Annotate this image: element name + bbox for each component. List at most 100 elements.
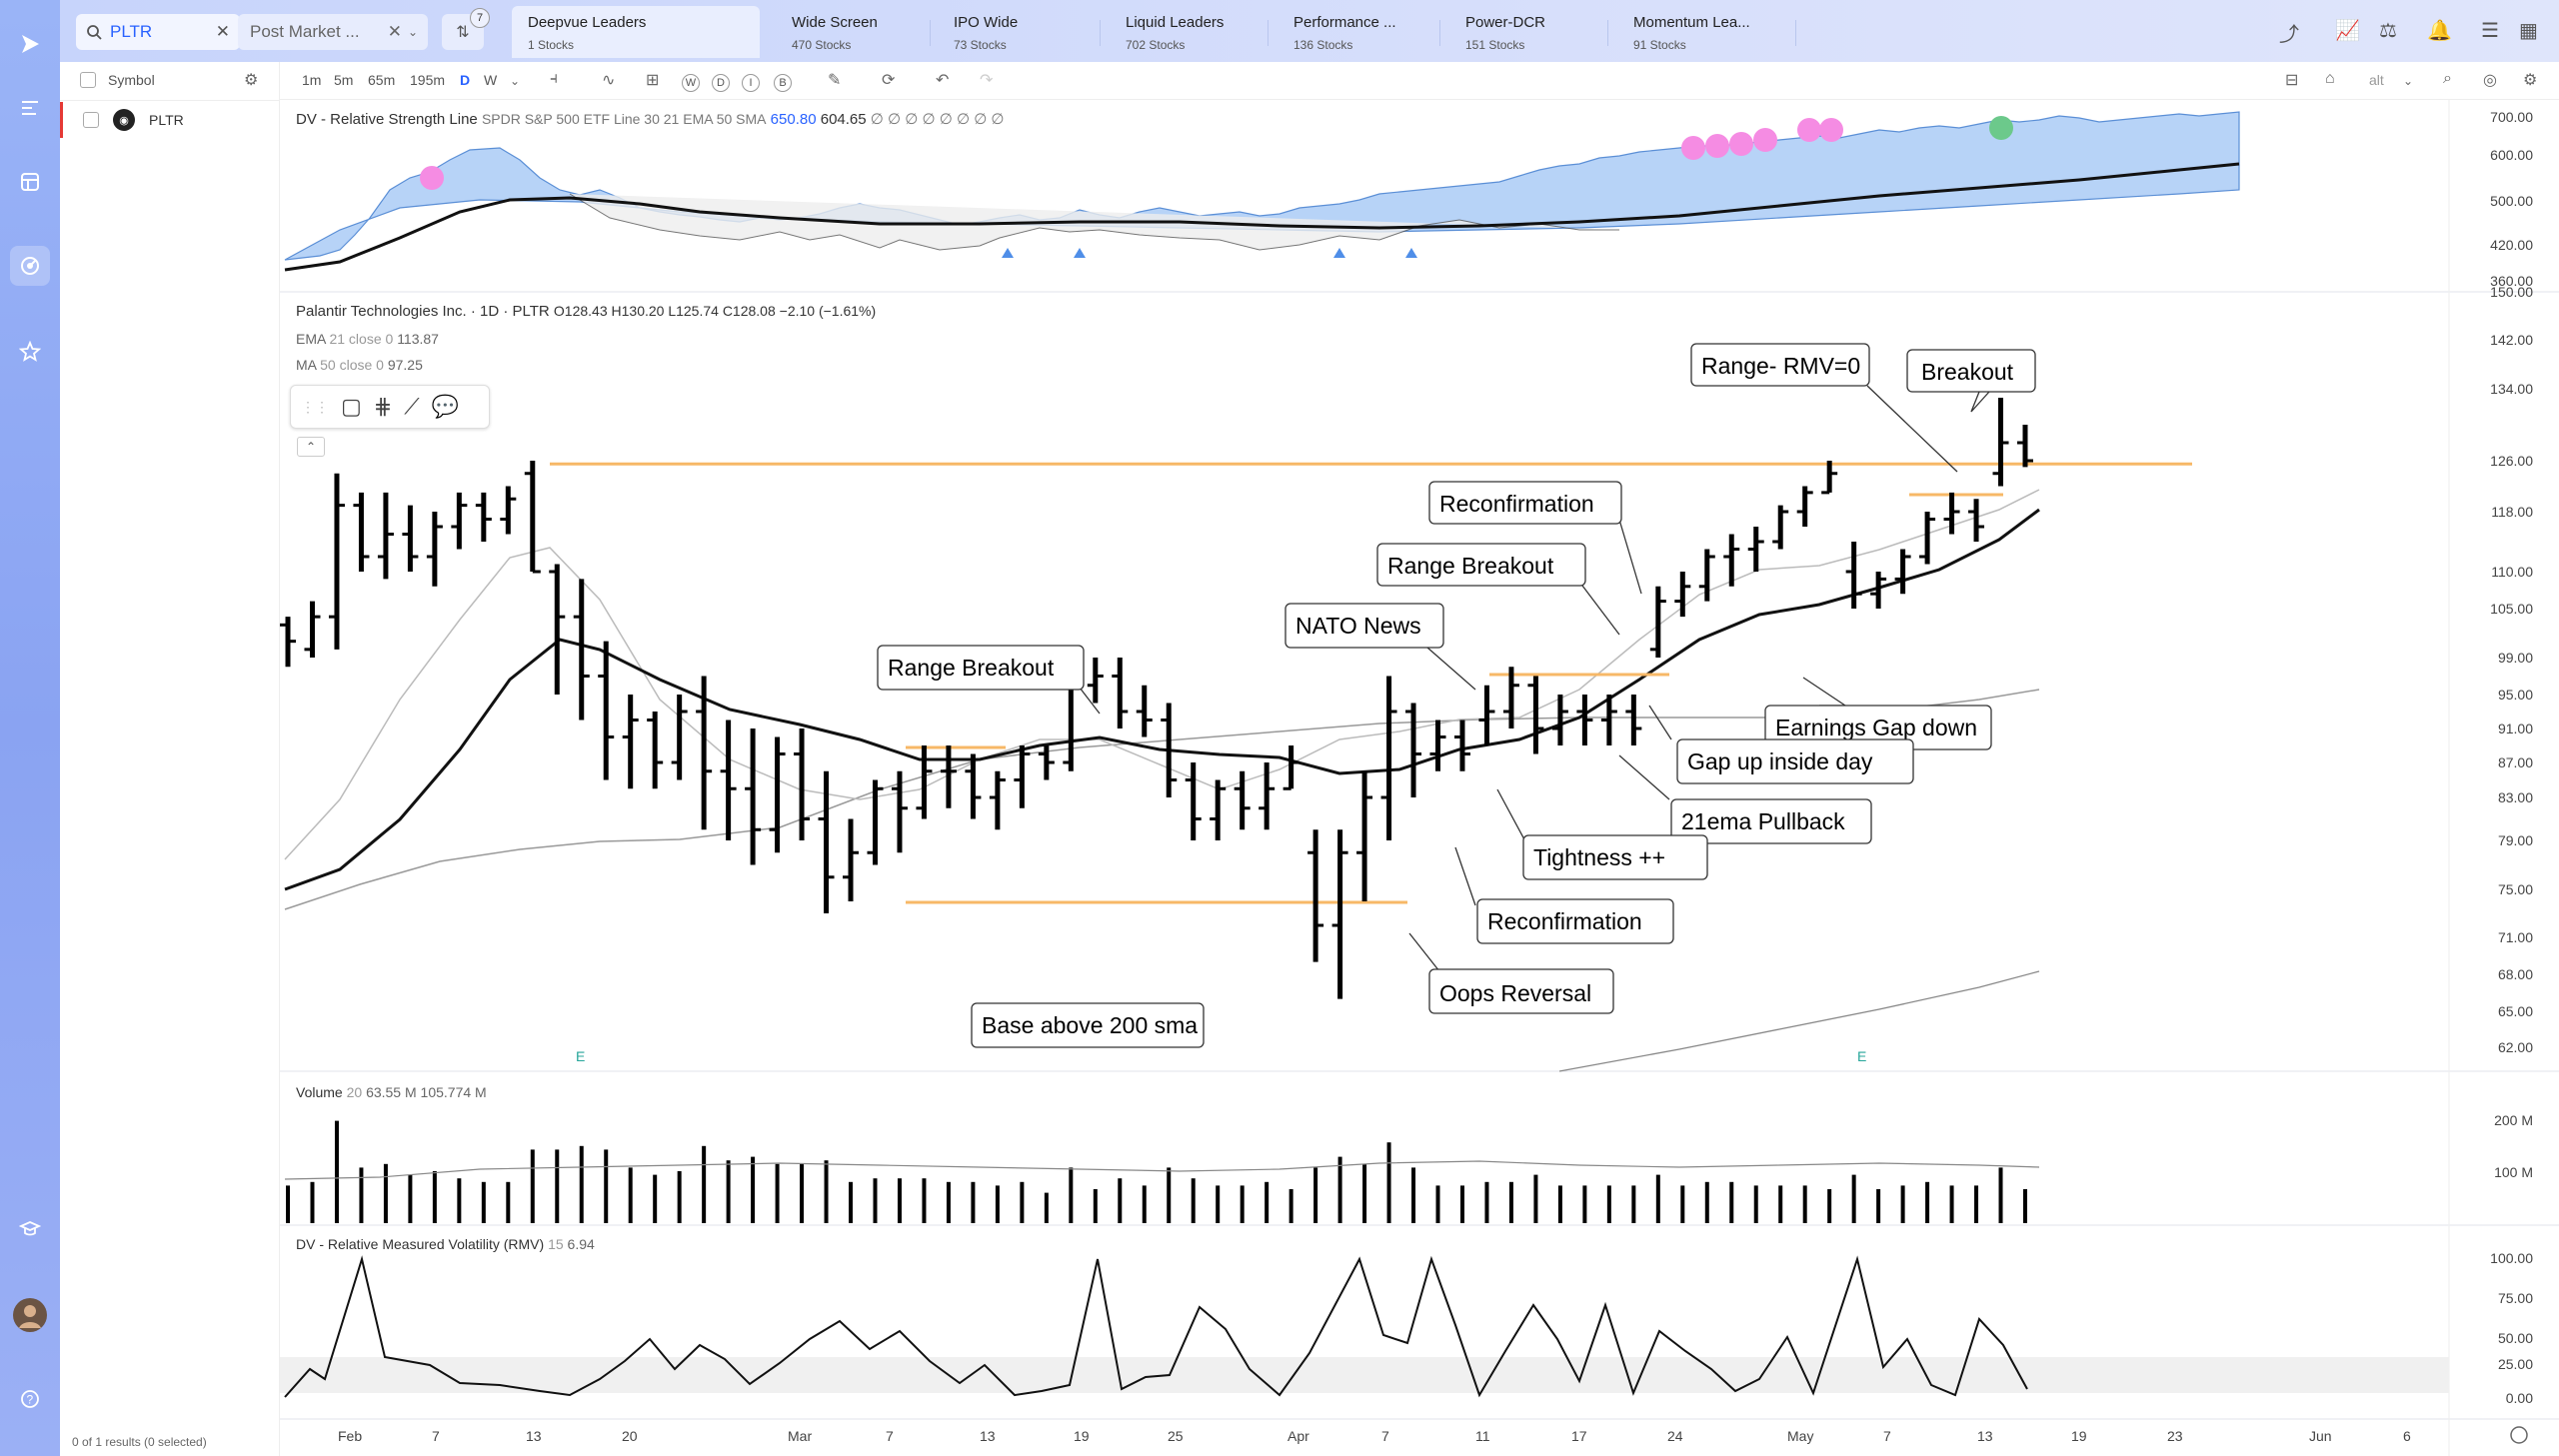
volume-pane[interactable]: Volume 20 63.55 M 105.774 M 200 M 100 M — [284, 1084, 2533, 1223]
ohlc-bar[interactable] — [1087, 658, 1104, 704]
radar-icon[interactable] — [10, 246, 50, 286]
price-legend[interactable]: Palantir Technologies Inc. · 1D · PLTR O… — [296, 303, 876, 320]
fib-tool-icon[interactable]: ⋕ — [373, 394, 393, 419]
symbol-column-header[interactable]: Symbol — [108, 72, 155, 88]
clear-search-icon[interactable]: ✕ — [215, 22, 230, 41]
grid-view-icon[interactable]: ▦ — [2519, 20, 2538, 42]
interval-65m[interactable]: 65m — [368, 72, 396, 88]
ohlc-bar[interactable] — [891, 770, 908, 853]
ohlc-bar[interactable] — [989, 770, 1006, 830]
ohlc-bar[interactable] — [1234, 770, 1251, 830]
ohlc-bar[interactable] — [353, 492, 370, 572]
ohlc-bar[interactable] — [916, 745, 933, 819]
chart-area[interactable]: DV - Relative Strength Line SPDR S&P 500… — [280, 100, 2559, 1456]
ohlc-bar[interactable] — [1674, 572, 1691, 618]
annotation-earnings-gap-down[interactable]: Earnings Gap down — [1764, 677, 1992, 750]
ohlc-bar[interactable] — [1502, 667, 1519, 728]
ohlc-bar[interactable] — [1063, 676, 1080, 771]
price-pane[interactable]: Palantir Technologies Inc. · 1D · PLTR O… — [280, 284, 2533, 1072]
alert-bell-icon[interactable]: 🔔 — [2427, 20, 2452, 42]
ema-legend[interactable]: EMA 21 close 0 113.87 — [296, 331, 439, 347]
ohlc-bar[interactable] — [965, 753, 982, 819]
ohlc-bar[interactable] — [1259, 762, 1276, 830]
interval-5m[interactable]: 5m — [334, 72, 354, 88]
annotation-base-above-200sma[interactable]: Base above 200 sma — [971, 1002, 1205, 1048]
volume-legend[interactable]: Volume 20 63.55 M 105.774 M — [296, 1084, 487, 1100]
pencil-icon[interactable]: ✎ — [828, 72, 842, 89]
rmv-legend[interactable]: DV - Relative Measured Volatility (RMV) … — [296, 1236, 595, 1252]
ohlc-bar[interactable] — [1307, 829, 1324, 962]
ohlc-bar[interactable] — [1112, 658, 1129, 728]
ohlc-bar[interactable] — [867, 779, 884, 865]
ohlc-bar[interactable] — [1600, 695, 1617, 745]
camera-icon[interactable]: ◎ — [2483, 72, 2497, 89]
time-axis[interactable]: Feb 7 13 20 Mar 7 13 19 25 Apr 7 11 17 24 May 7 13 19 23 Ju… — [338, 1428, 2411, 1444]
ohlc-bar[interactable] — [500, 486, 517, 535]
ohlc-bar[interactable] — [377, 492, 394, 580]
annotation-reconfirmation-bottom[interactable]: Reconfirmation — [1454, 846, 1674, 944]
ohlc-bar[interactable] — [1649, 586, 1666, 658]
ohlc-bar[interactable] — [1992, 398, 2009, 487]
annotation-range-breakout-left[interactable]: Range Breakout — [877, 645, 1101, 715]
star-icon[interactable] — [10, 332, 50, 372]
ohlc-bar[interactable] — [524, 461, 541, 574]
ohlc-bar[interactable] — [1405, 703, 1422, 798]
annotation-range-rmv[interactable]: Range- RMV=0 — [1690, 343, 1958, 473]
ohlc-bar[interactable] — [573, 579, 590, 721]
ohlc-bar[interactable] — [1185, 762, 1202, 840]
ohlc-bar[interactable] — [1038, 745, 1055, 780]
comment-tool-icon[interactable]: 💬 — [431, 394, 460, 419]
templates-icon[interactable]: ⊞ — [646, 72, 660, 89]
ohlc-bar[interactable] — [622, 695, 639, 789]
tab-ipo-wide[interactable]: IPO Wide 73 Stocks — [938, 6, 1088, 58]
line-tool-icon[interactable]: ⟋ — [404, 394, 420, 419]
ohlc-bar[interactable] — [475, 492, 492, 542]
earnings-marker[interactable]: E — [1857, 1048, 1866, 1064]
ohlc-bar[interactable] — [1453, 720, 1470, 771]
chevron-down-icon[interactable]: ⌄ — [407, 25, 418, 39]
ohlc-bar[interactable] — [647, 712, 664, 789]
ohlc-bar[interactable] — [794, 728, 811, 840]
watchlist-settings-icon[interactable]: ⚙ — [244, 72, 259, 89]
ohlc-bar[interactable] — [1282, 745, 1299, 790]
ohlc-bar[interactable] — [426, 512, 443, 587]
zoom-icon[interactable]: ⌕ — [2443, 70, 2452, 87]
tab-performance[interactable]: Performance ... 136 Stocks — [1278, 6, 1427, 58]
bar-style-icon[interactable]: ⫞ — [550, 70, 559, 87]
earnings-marker[interactable]: E — [576, 1048, 585, 1064]
rmv-pane[interactable]: DV - Relative Measured Volatility (RMV) … — [280, 1236, 2533, 1406]
select-all-checkbox[interactable] — [80, 72, 96, 88]
ohlc-bar[interactable] — [2017, 425, 2033, 468]
ohlc-bar[interactable] — [1796, 486, 1813, 528]
weekly-toggle[interactable]: W — [682, 74, 700, 92]
ohlc-bar[interactable] — [720, 720, 737, 841]
ohlc-bar[interactable] — [1161, 703, 1178, 798]
intraday-toggle[interactable]: I — [742, 74, 760, 92]
ma-legend[interactable]: MA 50 close 0 97.25 — [296, 357, 423, 373]
ohlc-bar[interactable] — [843, 818, 860, 902]
interval-chevron-icon[interactable]: ⌄ — [510, 74, 521, 88]
row-checkbox[interactable] — [83, 112, 99, 128]
annotation-nato-news[interactable]: NATO News — [1284, 603, 1476, 691]
ohlc-bar[interactable] — [280, 617, 296, 668]
ohlc-bar[interactable] — [769, 736, 786, 853]
ohlc-bar[interactable] — [940, 745, 957, 808]
annotation-gap-up-inside-day[interactable]: Gap up inside day — [1648, 705, 1914, 784]
ohlc-bar[interactable] — [1576, 695, 1593, 745]
ohlc-bar[interactable] — [671, 695, 688, 780]
ohlc-bar[interactable] — [1747, 527, 1764, 572]
layout-toggle-icon[interactable]: ⊟ — [2285, 72, 2299, 89]
layout-icon[interactable] — [10, 162, 50, 202]
price-y-axis[interactable]: 150.00 142.00 134.00 126.00 118.00 110.00 105.… — [2490, 284, 2533, 1055]
ohlc-bar[interactable] — [1870, 572, 1887, 609]
ohlc-bar[interactable] — [1821, 461, 1838, 495]
list-icon[interactable]: ☰ — [2481, 20, 2499, 42]
ohlc-bar[interactable] — [1894, 549, 1911, 595]
bar-toggle[interactable]: B — [774, 74, 792, 92]
ohlc-bar[interactable] — [1014, 745, 1031, 808]
interval-195m[interactable]: 195m — [410, 72, 446, 88]
indicators-icon[interactable]: ∿ — [602, 72, 616, 89]
ohlc-bar[interactable] — [1723, 534, 1740, 587]
annotation-reconfirmation-top[interactable]: Reconfirmation — [1428, 481, 1642, 595]
tab-liquid-leaders[interactable]: Liquid Leaders 702 Stocks — [1110, 6, 1260, 58]
